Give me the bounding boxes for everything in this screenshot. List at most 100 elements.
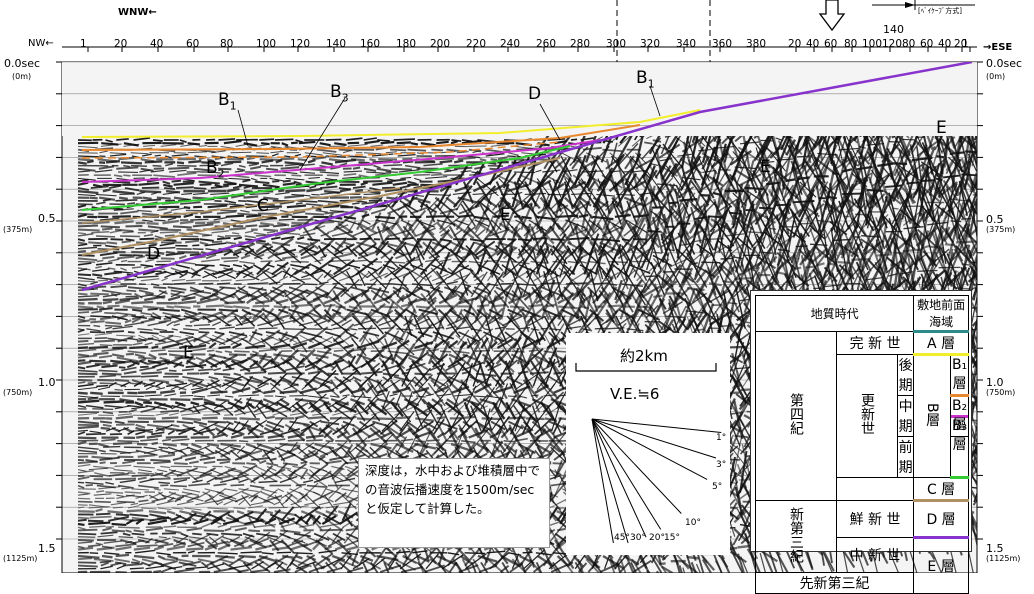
horizon-label-e-right: E	[760, 157, 771, 177]
horizon-label-d-lower: D	[147, 244, 161, 264]
depth-label-left-05-m: (375m)	[3, 225, 33, 234]
reflection-row-29	[77, 136, 977, 236]
horizon-label-e-lower: E	[183, 343, 194, 363]
angle-label-1: 1°	[716, 433, 727, 443]
wnw-direction-label: WNW←	[118, 7, 157, 18]
trace-number-27: 60	[920, 38, 934, 50]
horizon-label-b1-left: B1	[218, 90, 237, 113]
horizon-b3	[81, 139, 601, 183]
depth-label-right-10-m: (750m)	[986, 388, 1016, 397]
legend-unit-b1: B₁層	[950, 354, 969, 397]
horizon-label-e-far-right: E	[936, 118, 947, 138]
scale-bar-box: 約2km V.E.≒6 1° 3° 5° 10° 15° 20° 30° 45°	[566, 333, 730, 555]
reflection-row-50	[77, 197, 977, 302]
legend-header-age: 地質時代	[754, 295, 915, 332]
depth-label-right-10: 1.0	[986, 376, 1004, 389]
slope-line-10	[591, 418, 682, 514]
legend-unit-d: D 層	[913, 500, 969, 539]
horizon-e	[81, 62, 973, 292]
depth-assumption-note: 深度は，水中および堆積層中での音波伝播速度を1500m/secと仮定して計算した…	[358, 458, 550, 548]
legend-unit-a: A 層	[913, 331, 969, 356]
scale-length-label: 約2km	[620, 347, 668, 365]
trace-number-11: 220	[466, 38, 487, 50]
legend-miocene: 中 新 世	[835, 537, 915, 573]
depth-label-right-05: 0.5	[986, 213, 1004, 226]
trace-number-15: 300	[606, 38, 627, 50]
depth-label-right-15: 1.5	[986, 542, 1004, 555]
horizon-label-b1-right: B1	[636, 68, 655, 91]
trace-number-4: 80	[220, 38, 234, 50]
vertical-exaggeration-label: V.E.≒6	[610, 385, 660, 403]
trace-number-21: 40	[806, 38, 820, 50]
reflection-row-43	[77, 180, 977, 281]
position-arrow-icon	[818, 0, 846, 32]
depth-label-left-0: 0.0sec (0m)	[4, 57, 41, 82]
legend-table: 地質時代 敷地前面海域 第四紀 完 新 世 A 層 更新世 後期 B層 B₁層 …	[754, 295, 969, 594]
trace-number-23: 80	[844, 38, 858, 50]
depth-label-right-05-m: (375m)	[986, 225, 1016, 234]
horizon-c	[81, 145, 571, 211]
depth-label-left-10: 1.0	[38, 376, 56, 389]
depth-label-left-05: 0.5	[38, 212, 56, 225]
angle-label-3: 3°	[716, 460, 727, 470]
trace-number-3: 60	[186, 38, 200, 50]
legend-unit-b3-border	[950, 436, 969, 479]
legend-header-unit: 敷地前面海域	[913, 295, 969, 333]
stratigraphy-legend: 地質時代 敷地前面海域 第四紀 完 新 世 A 層 更新世 後期 B層 B₁層 …	[750, 290, 972, 594]
reflection-row-30	[77, 152, 977, 240]
slope-line-5	[591, 418, 708, 480]
reflection-row-49	[77, 179, 977, 298]
legend-neogene: 新第三紀	[755, 500, 837, 573]
scale-bar	[575, 363, 717, 372]
horizon-d2	[81, 187, 401, 224]
trace-number-24: 100	[862, 38, 883, 50]
trace-number-7: 140	[326, 38, 347, 50]
angle-label-30: 30°	[630, 533, 646, 543]
horizon-label-c: C	[257, 196, 269, 216]
reflection-row-57	[77, 223, 977, 325]
legend-pre-neogene: 先新第三紀	[754, 572, 915, 594]
label-leader-1	[299, 97, 346, 171]
reflection-row-38	[77, 193, 977, 265]
trace-number-19: 380	[746, 38, 767, 50]
trace-number-6: 120	[290, 38, 311, 50]
angle-label-20: 20°	[649, 533, 665, 543]
trace-number-18: 360	[712, 38, 733, 50]
trace-number-17: 340	[676, 38, 697, 50]
horizon-lines	[81, 62, 973, 292]
legend-pliocene: 鮮 新 世	[835, 500, 915, 538]
trace-number-9: 180	[396, 38, 417, 50]
scale-graphic	[575, 363, 722, 544]
trace-number-26: 80	[902, 38, 916, 50]
legend-middle: 中期	[896, 395, 915, 437]
label-leader-0	[237, 109, 249, 147]
horizon-label-d-upper: D	[528, 84, 542, 104]
trace-number-0: 1	[80, 38, 87, 50]
horizon-label-b2: B2	[206, 158, 225, 181]
horizon-label-e-mid: E	[500, 205, 511, 225]
trace-number-29: 20	[954, 38, 968, 50]
trace-number-12: 240	[500, 38, 521, 50]
legend-unit-c: C 層	[913, 477, 969, 502]
horizon-b1-orange	[81, 124, 641, 151]
horizon-b2-dashed	[81, 141, 561, 159]
angle-label-5: 5°	[712, 482, 723, 492]
slope-line-30	[591, 418, 629, 544]
depth-label-right-0: 0.0sec (0m)	[986, 57, 1023, 82]
angle-label-45: 45°	[614, 533, 630, 543]
slope-angle-fan	[591, 418, 722, 544]
legend-quaternary: 第四紀	[755, 331, 837, 501]
trace-number-30: 1	[962, 38, 969, 50]
slope-line-1	[591, 418, 722, 433]
trace-number-14: 280	[570, 38, 591, 50]
legend-unit-e: E 層	[913, 537, 969, 594]
depth-label-left-15-m: (1125m)	[3, 554, 38, 563]
nw-direction-label: NW←	[28, 38, 54, 49]
trace-number-22: 60	[824, 38, 838, 50]
horizon-b1	[81, 109, 701, 138]
header-strip-arrow-icon	[905, 2, 915, 8]
slope-line-3	[591, 418, 717, 459]
legend-unit-b: B層	[913, 354, 952, 478]
water-column-right	[640, 62, 972, 136]
reflection-row-37	[77, 172, 977, 262]
